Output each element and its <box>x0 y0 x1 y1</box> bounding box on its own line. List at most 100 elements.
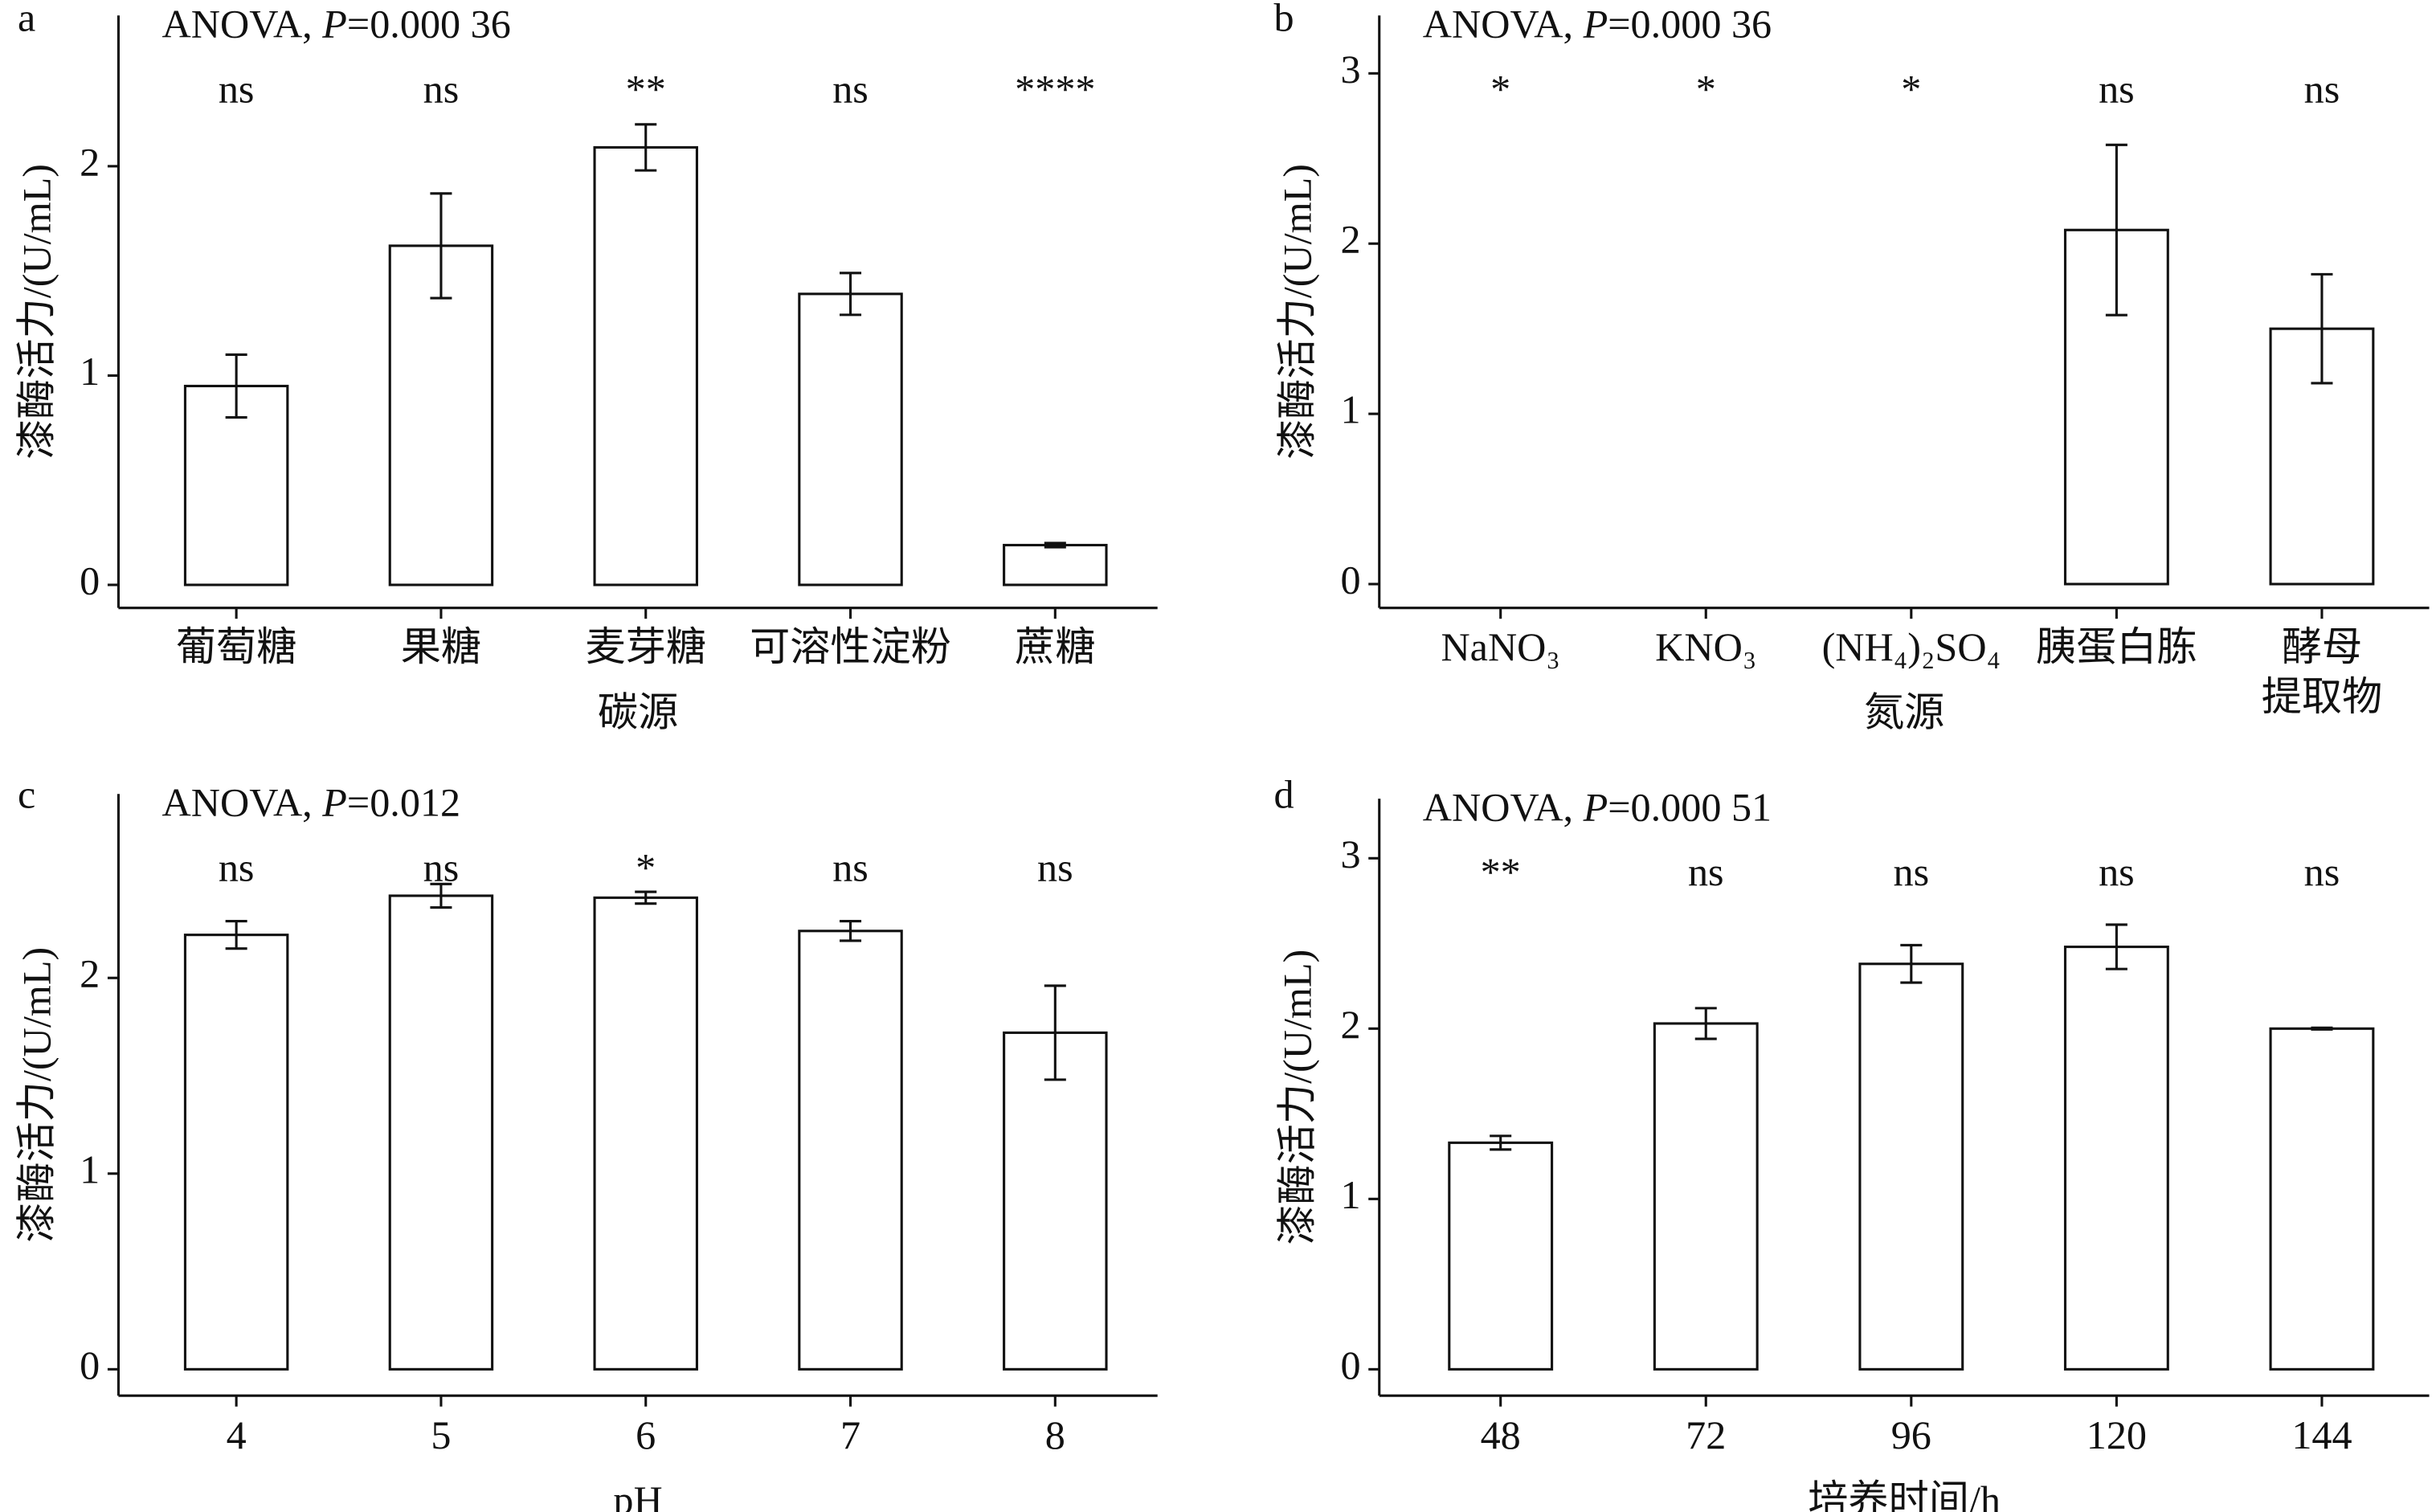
y-tick-label: 2 <box>1340 217 1360 262</box>
significance-label: ns <box>1688 849 1724 894</box>
error-bar <box>2311 272 2333 385</box>
error-bar <box>225 353 247 419</box>
anova-p: P <box>1583 1 1608 46</box>
anova-text: ANOVA, <box>1423 1 1584 46</box>
panel-label: a <box>18 0 35 40</box>
y-tick-label: 0 <box>80 558 100 603</box>
y-tick-label: 2 <box>80 139 100 184</box>
error-bar <box>840 920 862 942</box>
error-bar <box>635 890 657 905</box>
bar <box>798 930 903 1371</box>
x-tick-label: (NH₄)₂SO₄ <box>1822 624 2001 669</box>
significance-label: * <box>1901 66 1921 111</box>
bar <box>1653 1022 1759 1371</box>
bar <box>2269 327 2375 586</box>
anova-p: P <box>1583 784 1608 829</box>
error-bar <box>840 272 862 317</box>
error-bar <box>2311 1026 2333 1031</box>
significance-label: ns <box>2304 849 2340 894</box>
significance-label: ns <box>219 66 255 111</box>
bar <box>388 894 494 1371</box>
significance-label: ns <box>219 844 255 889</box>
anova-p: P <box>321 1 347 46</box>
y-axis-label: 漆酶活力/(U/mL) <box>14 947 59 1243</box>
error-bar <box>1900 943 1923 984</box>
x-tick-label: 48 <box>1481 1412 1521 1457</box>
bar <box>1448 1141 1554 1371</box>
bar <box>1003 1031 1108 1371</box>
y-tick-label: 2 <box>1340 1002 1360 1047</box>
error-bar <box>430 882 452 909</box>
anova-label: ANOVA, P=0.012 <box>161 779 460 824</box>
x-tick-label: 果糖 <box>401 624 481 669</box>
x-tick-label: 提取物 <box>2262 674 2383 719</box>
bar <box>2269 1027 2375 1371</box>
y-tick-label: 1 <box>80 1146 100 1191</box>
y-tick-label: 0 <box>80 1342 100 1387</box>
y-tick-label: 0 <box>1340 558 1360 603</box>
x-tick-label: 葡萄糖 <box>176 624 297 669</box>
y-axis-label: 漆酶活力/(U/mL) <box>14 164 59 460</box>
anova-label: ANOVA, P=0.000 36 <box>161 1 510 46</box>
anova-value: =0.000 36 <box>1608 1 1772 46</box>
error-bar <box>2105 923 2127 971</box>
panel-label: b <box>1273 0 1294 40</box>
bar <box>593 896 698 1371</box>
significance-label: * <box>1696 66 1716 111</box>
x-tick-label: 144 <box>2291 1412 2352 1457</box>
significance-label: ns <box>2099 849 2135 894</box>
x-tick-label: 可溶性淀粉 <box>750 624 951 669</box>
significance-label: ** <box>626 66 666 111</box>
error-bar <box>225 920 247 950</box>
error-bar <box>1694 1007 1717 1040</box>
error-bar <box>1490 1134 1512 1151</box>
x-tick-label: 8 <box>1045 1412 1065 1457</box>
x-axis-label: 培养时间/h <box>1808 1477 2001 1512</box>
x-tick-label: NaNO₃ <box>1441 624 1559 669</box>
significance-label: ns <box>832 66 869 111</box>
x-tick-label: 4 <box>227 1412 247 1457</box>
bar <box>2063 945 2169 1371</box>
y-tick-label: 3 <box>1340 832 1360 877</box>
significance-label: * <box>636 844 656 889</box>
error-bar <box>635 123 657 172</box>
x-tick-label: 5 <box>431 1412 451 1457</box>
error-bar <box>1044 541 1066 549</box>
significance-label: ns <box>423 66 460 111</box>
y-axis-label: 漆酶活力/(U/mL) <box>1275 164 1320 460</box>
x-tick-label: 胰蛋白胨 <box>2036 624 2197 669</box>
x-tick-label: 蔗糖 <box>1015 624 1095 669</box>
anova-text: ANOVA, <box>161 1 322 46</box>
panel-label: d <box>1273 772 1294 817</box>
y-tick-label: 0 <box>1340 1342 1360 1387</box>
significance-label: ns <box>1037 844 1073 889</box>
x-tick-label: 7 <box>840 1412 860 1457</box>
anova-value: =0.000 36 <box>347 1 511 46</box>
x-tick-label: 120 <box>2087 1412 2147 1457</box>
bar <box>798 292 903 586</box>
x-tick-label: 6 <box>636 1412 656 1457</box>
y-axis-label: 漆酶活力/(U/mL) <box>1275 950 1320 1245</box>
anova-label: ANOVA, P=0.000 51 <box>1423 784 1772 829</box>
significance-label: ns <box>2304 66 2340 111</box>
anova-p: P <box>321 779 347 824</box>
anova-text: ANOVA, <box>1423 784 1584 829</box>
anova-value: =0.012 <box>347 779 460 824</box>
significance-label: ns <box>832 844 869 889</box>
error-bar <box>2105 143 2127 317</box>
error-bar <box>1044 984 1066 1081</box>
x-tick-label: 72 <box>1686 1412 1726 1457</box>
x-axis-label: 碳源 <box>598 689 678 734</box>
significance-label: ns <box>2099 66 2135 111</box>
y-tick-label: 3 <box>1340 47 1360 92</box>
bar <box>593 145 698 586</box>
bar <box>388 244 494 586</box>
anova-text: ANOVA, <box>161 779 322 824</box>
significance-label: ns <box>1894 849 1930 894</box>
bar <box>1003 543 1108 586</box>
significance-label: **** <box>1015 66 1095 111</box>
panel-label: c <box>18 772 35 817</box>
bar <box>1858 962 1964 1371</box>
y-tick-label: 1 <box>80 349 100 394</box>
